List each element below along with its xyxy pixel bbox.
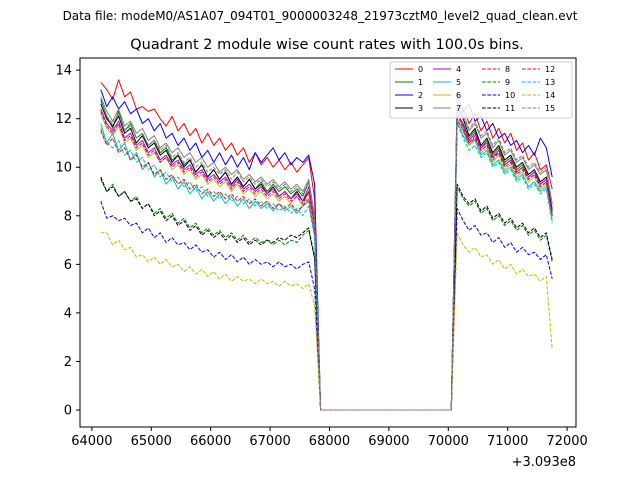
x-axis: 64000 65000 66000 67000 68000 69000 70000 71000…	[71, 427, 588, 449]
series-line-13	[100, 123, 553, 411]
series-line-3	[100, 103, 553, 411]
x-tick-label: 71000	[487, 434, 528, 449]
legend-label-15: 15	[545, 104, 555, 113]
series-line-14	[100, 232, 553, 411]
series-line-5	[100, 120, 553, 411]
series-line-1	[100, 99, 553, 411]
legend-label-9: 9	[505, 78, 510, 87]
legend-frame	[389, 61, 573, 119]
legend-label-12: 12	[545, 65, 555, 74]
series-line-10	[100, 201, 553, 411]
legend-label-4: 4	[456, 65, 461, 74]
x-tick-label: 72000	[546, 434, 587, 449]
legend-label-13: 13	[545, 78, 555, 87]
x-tick-label: 65000	[131, 434, 172, 449]
legend-label-3: 3	[418, 104, 423, 113]
series-line-0	[100, 79, 553, 411]
y-tick-label: 14	[55, 64, 72, 79]
legend-label-14: 14	[545, 91, 555, 100]
x-tick-label: 70000	[428, 434, 469, 449]
legend-label-6: 6	[456, 91, 461, 100]
series-line-15	[100, 101, 553, 411]
x-tick-label: 66000	[190, 434, 231, 449]
series-line-6	[100, 113, 553, 411]
series-line-2	[100, 89, 553, 411]
y-tick-label: 10	[55, 161, 72, 176]
x-offset-label: +3.093e8	[512, 455, 576, 470]
figure-suptitle: Data file: modeM0/AS1A07_094T01_90000032…	[63, 9, 578, 23]
y-tick-label: 12	[55, 112, 72, 127]
legend-label-5: 5	[456, 78, 461, 87]
series-line-7	[100, 96, 553, 411]
y-tick-label: 6	[64, 258, 72, 273]
x-tick-label: 67000	[249, 434, 290, 449]
y-tick-label: 0	[64, 404, 72, 419]
series-line-4	[100, 108, 553, 411]
y-tick-label: 2	[64, 355, 72, 370]
x-tick-label: 64000	[71, 434, 112, 449]
legend-label-8: 8	[505, 65, 510, 74]
y-axis: 0 2 4 6 8 10 12 14	[55, 64, 80, 419]
legend-label-10: 10	[505, 91, 515, 100]
plot-lines	[100, 79, 553, 411]
x-tick-label: 68000	[309, 434, 350, 449]
legend-label-11: 11	[505, 104, 515, 113]
legend-label-1: 1	[418, 78, 423, 87]
legend-label-2: 2	[418, 91, 423, 100]
series-line-11	[100, 176, 553, 411]
axes-frame	[79, 57, 577, 428]
y-tick-label: 8	[64, 209, 72, 224]
x-tick-label: 69000	[368, 434, 409, 449]
legend-label-0: 0	[418, 65, 423, 74]
chart-title: Quadrant 2 module wise count rates with …	[130, 37, 524, 53]
legend-label-7: 7	[456, 104, 461, 113]
y-tick-label: 4	[64, 306, 72, 321]
series-line-12	[100, 111, 553, 411]
series-line-9	[100, 179, 553, 411]
